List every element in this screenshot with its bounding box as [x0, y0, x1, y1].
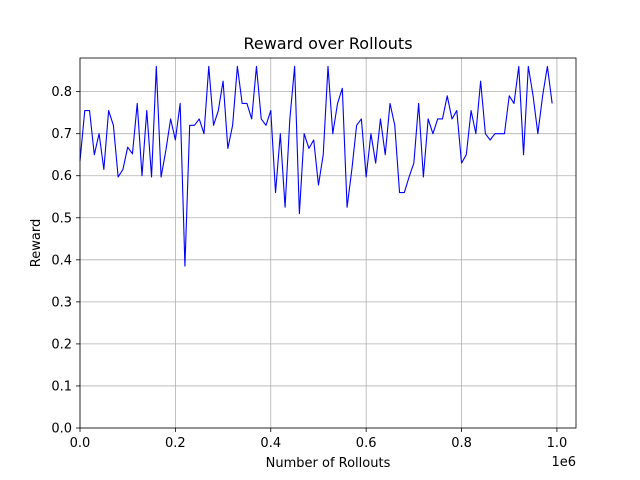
y-tick-label: 0.5: [51, 211, 72, 226]
y-tick-label: 0.8: [51, 85, 72, 100]
reward-series-line: [79, 65, 553, 267]
y-tick-label: 0.4: [51, 253, 72, 268]
grid: [79, 58, 576, 429]
x-tick-label: 0.6: [356, 436, 377, 451]
y-tick-label: 0.2: [51, 337, 72, 352]
x-tick-label: 0.8: [451, 436, 472, 451]
y-tick-label: 0.6: [51, 169, 72, 184]
x-axis-ticks: 0.0 0.2 0.4 0.6 0.8 1.0: [70, 428, 568, 451]
series-line-group: [79, 65, 553, 267]
plot-frame: [79, 57, 577, 429]
y-tick-label: 0.1: [51, 379, 72, 394]
y-tick-label: 0.0: [51, 422, 72, 437]
y-axis-title: Reward: [29, 219, 44, 267]
x-axis-offset-label: 1e6: [551, 455, 576, 470]
y-axis-ticks: 0.0 0.1 0.2 0.3 0.4 0.5 0.6 0.7 0.8: [51, 85, 80, 437]
x-axis-title: Number of Rollouts: [266, 456, 391, 471]
x-tick-label: 0.4: [260, 436, 281, 451]
x-tick-label: 0.2: [165, 436, 186, 451]
chart-title: Reward over Rollouts: [243, 34, 412, 53]
x-tick-label: 0.0: [70, 436, 91, 451]
x-tick-label: 1.0: [547, 436, 568, 451]
y-tick-label: 0.3: [51, 295, 72, 310]
y-tick-label: 0.7: [51, 127, 72, 142]
